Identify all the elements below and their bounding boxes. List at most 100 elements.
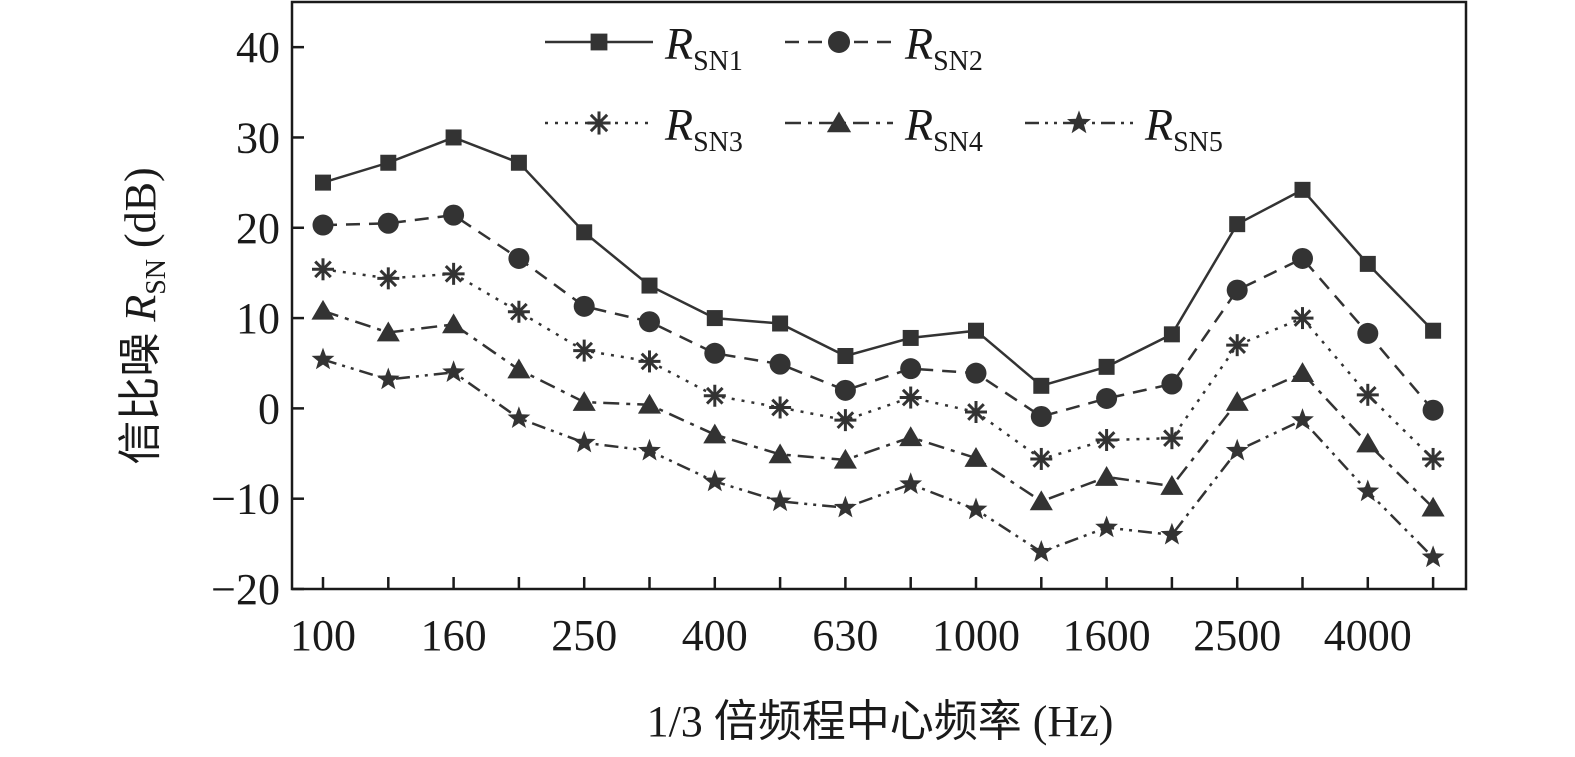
series-line-sn3 — [322, 268, 1434, 461]
data-point-sn5 — [964, 497, 988, 520]
data-point-sn1 — [1425, 322, 1442, 339]
data-point-sn1 — [706, 310, 723, 327]
y-tick-label: −20 — [211, 565, 280, 614]
data-point-sn4 — [833, 448, 857, 469]
x-axis: 100 160 250 400 630 1000 1600 2500 4000 — [290, 577, 1435, 660]
data-point-sn4 — [768, 443, 792, 464]
data-point-sn3 — [312, 258, 334, 281]
data-point-sn2 — [1292, 247, 1313, 269]
data-point-sn3 — [1422, 447, 1445, 470]
series-sn3 — [312, 258, 1445, 470]
data-point-sn2 — [834, 379, 856, 401]
data-point-sn4 — [376, 321, 400, 342]
data-point-sn3 — [965, 400, 987, 423]
y-tick-label: 30 — [236, 113, 280, 162]
data-point-sn1 — [445, 129, 462, 146]
data-point-sn4 — [1356, 432, 1380, 453]
svg-text:信比噪 RSN (dB): 信比噪 RSN (dB) — [116, 167, 172, 464]
legend-marker — [827, 30, 851, 54]
y-axis-title-prefix: 信比噪 — [116, 322, 165, 465]
data-point-sn2 — [639, 311, 660, 333]
series-line-sn1 — [322, 136, 1434, 388]
data-point-sn3 — [1095, 428, 1118, 451]
data-point-sn5 — [376, 367, 400, 390]
data-point-sn2 — [1096, 387, 1118, 409]
data-point-sn3 — [1226, 334, 1249, 357]
data-point-sn3 — [1356, 383, 1379, 406]
data-point-sn5 — [899, 472, 923, 494]
data-point-sn4 — [899, 426, 923, 447]
legend-label: RSN1 — [664, 18, 743, 77]
data-point-sn3 — [703, 384, 726, 407]
y-tick-label: 10 — [236, 294, 280, 343]
legend-marker — [826, 111, 852, 133]
data-point-sn4 — [1095, 466, 1119, 486]
data-point-sn3 — [1030, 447, 1053, 470]
legend-item-sn4: RSN4 — [785, 99, 983, 158]
data-point-sn2 — [704, 342, 726, 364]
data-point-sn5 — [703, 469, 727, 492]
data-point-sn1 — [1033, 377, 1050, 394]
data-point-sn4 — [1225, 391, 1249, 411]
data-point-sn4 — [1290, 362, 1315, 382]
data-point-sn3 — [638, 350, 661, 373]
data-point-sn1 — [1098, 358, 1115, 375]
data-point-sn2 — [965, 362, 987, 384]
data-point-sn4 — [964, 447, 988, 467]
data-point-sn5 — [442, 360, 465, 382]
y-axis-title: 信比噪 RSN (dB) — [116, 167, 172, 464]
x-tick-label: 1000 — [932, 611, 1020, 660]
data-point-sn4 — [507, 358, 531, 379]
y-axis: −20 −10 0 10 20 30 40 — [211, 23, 304, 614]
data-point-sn3 — [442, 262, 465, 285]
data-point-sn5 — [1356, 479, 1380, 502]
legend-label: RSN2 — [904, 18, 983, 77]
data-point-sn5 — [1029, 540, 1053, 562]
data-point-sn5 — [1225, 438, 1249, 461]
plot-frame — [290, 0, 1468, 591]
legend-label: RSN5 — [1144, 99, 1223, 158]
x-tick-label: 630 — [812, 611, 878, 660]
x-tick-label: 160 — [421, 611, 487, 660]
data-point-sn1 — [380, 154, 397, 171]
data-point-sn1 — [510, 154, 527, 171]
legend-item-sn1: RSN1 — [545, 18, 743, 77]
legend-label: RSN4 — [904, 99, 983, 158]
data-point-sn5 — [1160, 522, 1184, 545]
data-point-sn5 — [507, 406, 531, 428]
data-point-sn3 — [573, 339, 596, 362]
y-tick-label: −10 — [211, 475, 280, 524]
y-tick-label: 40 — [236, 23, 280, 72]
data-point-sn2 — [377, 212, 399, 234]
data-point-sn2 — [508, 247, 530, 269]
data-point-sn5 — [834, 495, 857, 518]
x-axis-title: 1/3 倍频程中心频率 (Hz) — [647, 697, 1114, 746]
data-point-sn2 — [1161, 373, 1183, 395]
data-point-sn5 — [768, 489, 792, 512]
data-point-sn2 — [1030, 406, 1052, 428]
data-point-sn5 — [1095, 515, 1118, 538]
data-point-sn2 — [1422, 399, 1444, 421]
data-point-sn3 — [1291, 307, 1314, 330]
legend-marker — [1067, 110, 1091, 134]
series-sn2 — [312, 204, 1444, 428]
series-sn4 — [311, 299, 1445, 517]
data-point-sn1 — [1229, 216, 1246, 233]
data-point-sn4 — [1029, 490, 1053, 511]
legend-marker — [590, 33, 608, 51]
data-point-sn5 — [1421, 545, 1445, 568]
x-tick-label: 250 — [551, 611, 617, 660]
data-point-sn2 — [1226, 279, 1248, 301]
x-tick-label: 2500 — [1193, 611, 1281, 660]
data-point-sn1 — [837, 348, 854, 365]
legend-label: RSN3 — [664, 99, 743, 158]
data-point-sn1 — [315, 174, 331, 191]
data-point-sn2 — [769, 353, 791, 375]
series-line-sn5 — [322, 358, 1434, 559]
data-point-sn3 — [834, 409, 857, 432]
data-point-sn4 — [1421, 496, 1445, 517]
data-point-sn3 — [769, 396, 792, 419]
data-point-sn1 — [641, 277, 658, 294]
series-sn5 — [311, 347, 1445, 568]
